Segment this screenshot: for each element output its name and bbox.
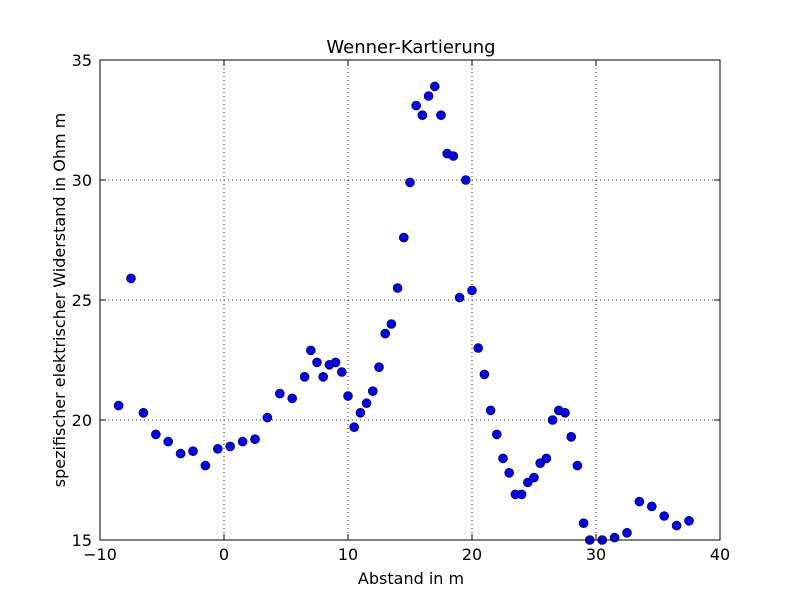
y-tick-label: 15: [72, 531, 92, 550]
data-point: [504, 467, 515, 478]
data-point: [529, 472, 539, 483]
data-point: [671, 520, 682, 531]
axis-ticks: [99, 59, 721, 541]
data-point: [312, 357, 322, 368]
data-point: [299, 371, 310, 382]
data-point: [646, 501, 657, 512]
data-point: [541, 453, 552, 464]
data-point: [225, 441, 235, 452]
data-point: [516, 489, 527, 500]
data-points: [113, 81, 694, 545]
data-point: [343, 391, 353, 401]
data-point: [423, 91, 434, 101]
data-point: [454, 292, 465, 303]
data-point: [436, 110, 446, 120]
data-point: [485, 405, 496, 416]
data-point: [287, 393, 298, 404]
data-point: [163, 436, 173, 447]
data-point: [380, 328, 391, 339]
data-point: [491, 429, 502, 440]
x-tick-label: 20: [462, 545, 482, 564]
data-point: [126, 273, 136, 284]
data-point: [138, 407, 149, 418]
x-tick-label: 40: [710, 545, 730, 564]
data-point: [330, 357, 341, 368]
data-point: [262, 412, 273, 423]
data-point: [622, 527, 632, 538]
data-point: [188, 446, 198, 457]
data-point: [213, 443, 223, 454]
grid: [100, 60, 720, 540]
data-point: [547, 415, 558, 425]
axis-tick-labels: −10 0 10 20 30 40 15 20 25 30 35: [72, 51, 731, 564]
data-point: [361, 398, 372, 409]
data-point: [634, 496, 645, 507]
data-point: [572, 460, 583, 471]
data-point: [237, 436, 248, 447]
data-point: [274, 388, 285, 399]
data-point: [250, 434, 260, 445]
x-axis-label: Abstand in m: [358, 569, 464, 588]
data-point: [374, 362, 384, 373]
data-point: [566, 431, 577, 442]
x-tick-label: −10: [83, 545, 117, 564]
data-point: [113, 400, 124, 411]
data-point: [355, 407, 366, 418]
data-point: [684, 515, 694, 526]
data-point: [467, 285, 477, 296]
data-point: [336, 367, 347, 377]
y-tick-label: 30: [72, 171, 92, 190]
data-point: [200, 460, 211, 471]
data-point: [460, 175, 471, 185]
y-tick-label: 25: [72, 291, 92, 310]
y-axis-label: spezifischer elektrischer Widerstand in …: [50, 113, 69, 487]
data-point: [498, 453, 508, 464]
x-tick-label: 10: [338, 545, 358, 564]
data-point: [405, 177, 415, 188]
data-point: [479, 369, 490, 380]
data-point: [151, 429, 161, 440]
chart-title: Wenner-Kartierung: [326, 37, 495, 58]
data-point: [318, 371, 329, 382]
data-point: [398, 232, 409, 243]
x-tick-label: 30: [586, 545, 606, 564]
data-point: [386, 319, 397, 329]
data-point: [411, 100, 422, 111]
data-point: [659, 511, 670, 521]
data-point: [578, 518, 589, 529]
data-point: [175, 448, 186, 459]
data-point: [429, 81, 440, 92]
y-tick-label: 20: [72, 411, 92, 430]
data-point: [417, 110, 428, 120]
data-point: [305, 345, 316, 356]
data-point: [349, 422, 360, 433]
data-point: [367, 386, 378, 397]
data-point: [609, 532, 620, 543]
data-point: [473, 343, 484, 353]
data-point: [560, 407, 570, 418]
y-tick-label: 35: [72, 51, 92, 70]
x-tick-label: 0: [219, 545, 229, 564]
data-point: [448, 151, 459, 161]
data-point: [392, 283, 403, 293]
